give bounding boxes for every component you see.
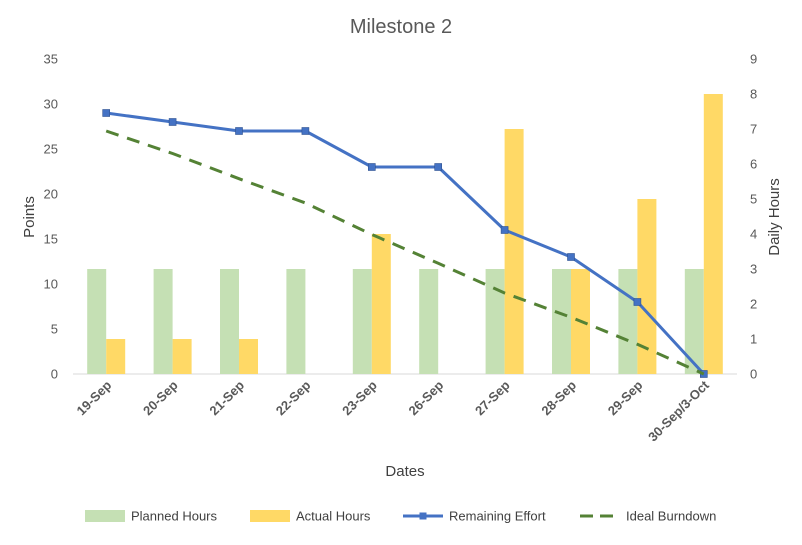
x-tick-label: 19-Sep bbox=[74, 377, 115, 418]
y-tick-label: 10 bbox=[44, 277, 58, 292]
x-tick-label: 23-Sep bbox=[339, 377, 380, 418]
planned-hours-bar bbox=[87, 269, 107, 374]
x-tick-label: 22-Sep bbox=[273, 377, 314, 418]
x-tick-label: 28-Sep bbox=[538, 377, 579, 418]
y2-tick-label: 8 bbox=[750, 87, 757, 102]
planned-hours-bar bbox=[618, 269, 638, 374]
remaining-effort-marker bbox=[633, 298, 642, 306]
actual-hours-bar bbox=[239, 339, 258, 374]
actual-hours-bar bbox=[703, 94, 723, 374]
x-tick-label: 29-Sep bbox=[605, 377, 646, 418]
planned-hours-bar bbox=[552, 269, 571, 374]
legend-label-planned-hours: Planned Hours bbox=[131, 509, 217, 524]
planned-hours-bar bbox=[684, 269, 704, 374]
legend: Planned Hours Actual Hours Remaining Effor… bbox=[85, 509, 716, 524]
actual-hours-bar bbox=[504, 129, 524, 374]
y-ticks: 0 5 10 15 20 25 30 35 bbox=[44, 52, 58, 382]
y-tick-label: 20 bbox=[44, 187, 58, 202]
planned-hours-bar bbox=[485, 269, 505, 374]
chart-title: Milestone 2 bbox=[350, 16, 452, 38]
remaining-effort-marker bbox=[567, 253, 575, 261]
lines-layer bbox=[102, 109, 708, 378]
actual-hours-bar bbox=[637, 199, 657, 374]
y2-tick-label: 2 bbox=[750, 297, 757, 312]
remaining-effort-marker bbox=[168, 118, 177, 126]
remaining-effort-line bbox=[105, 111, 705, 376]
y2-tick-label: 3 bbox=[750, 262, 757, 277]
y-tick-label: 35 bbox=[44, 52, 58, 67]
remaining-effort-marker bbox=[301, 127, 310, 135]
ideal-burndown-line bbox=[105, 129, 705, 376]
legend-swatch-planned-hours bbox=[85, 510, 125, 522]
planned-hours-bar bbox=[220, 269, 239, 374]
remaining-effort-marker bbox=[102, 109, 110, 117]
y-tick-label: 5 bbox=[51, 322, 58, 337]
bars-layer bbox=[87, 94, 723, 374]
planned-hours-bar bbox=[352, 269, 372, 374]
y-tick-label: 25 bbox=[44, 142, 58, 157]
y-tick-label: 15 bbox=[44, 232, 58, 247]
y2-axis-label: Daily Hours bbox=[766, 178, 783, 256]
y2-ticks: 0 1 2 3 4 5 6 7 8 9 bbox=[750, 52, 757, 382]
remaining-effort-marker bbox=[235, 127, 243, 135]
x-tick-label: 20-Sep bbox=[140, 377, 181, 418]
y2-tick-label: 7 bbox=[750, 122, 757, 137]
y2-tick-label: 6 bbox=[750, 157, 757, 172]
actual-hours-bar bbox=[371, 234, 391, 374]
y2-tick-label: 9 bbox=[750, 52, 757, 67]
y-tick-label: 30 bbox=[44, 97, 58, 112]
legend-marker-remaining-effort bbox=[419, 512, 427, 520]
planned-hours-bar bbox=[153, 269, 173, 374]
x-tick-label: 27-Sep bbox=[472, 377, 513, 418]
remaining-effort-marker bbox=[367, 163, 376, 171]
y2-tick-label: 0 bbox=[750, 367, 757, 382]
legend-label-ideal-burndown: Ideal Burndown bbox=[626, 509, 716, 524]
x-axis-label: Dates bbox=[385, 463, 424, 480]
planned-hours-bar bbox=[286, 269, 306, 374]
remaining-effort-marker bbox=[434, 163, 443, 171]
x-ticks: 19-Sep 20-Sep 21-Sep 22-Sep 23-Sep 26-Sep 27-S… bbox=[74, 377, 713, 444]
y-axis-label: Points bbox=[21, 196, 38, 238]
remaining-effort-marker bbox=[500, 226, 509, 234]
x-tick-label: 21-Sep bbox=[206, 377, 247, 418]
actual-hours-bar bbox=[172, 339, 192, 374]
actual-hours-bar bbox=[106, 339, 126, 374]
legend-label-actual-hours: Actual Hours bbox=[296, 509, 371, 524]
planned-hours-bar bbox=[419, 269, 439, 374]
legend-swatch-actual-hours bbox=[250, 510, 290, 522]
y-tick-label: 0 bbox=[51, 367, 58, 382]
legend-label-remaining-effort: Remaining Effort bbox=[449, 509, 546, 524]
x-tick-label: 26-Sep bbox=[406, 377, 447, 418]
y2-tick-label: 4 bbox=[750, 227, 757, 242]
x-tick-label: 30-Sep/3-Oct bbox=[645, 377, 712, 444]
y2-tick-label: 5 bbox=[750, 192, 757, 207]
y2-tick-label: 1 bbox=[750, 332, 757, 347]
